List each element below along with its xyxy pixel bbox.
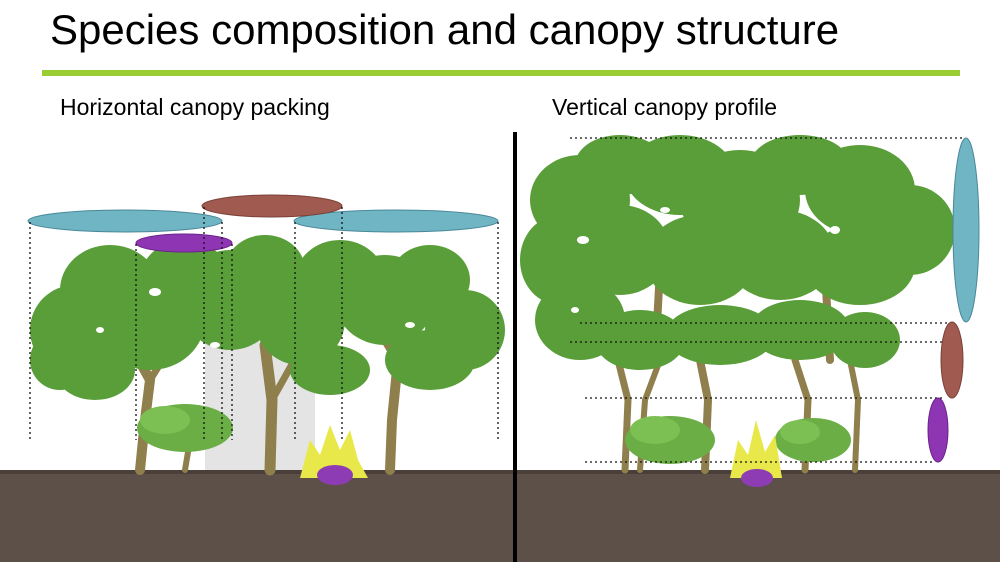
ground [0,470,1000,562]
left-panel-illustration [27,194,505,485]
slide-title: Species composition and canopy structure [50,6,840,53]
left-understory-shrub [137,404,233,452]
right-strata-lines [570,137,965,463]
right-flowering-shrub [730,420,782,487]
left-panel-subtitle: Horizontal canopy packing [60,94,330,120]
left-foliage [30,235,505,400]
panel-divider [513,132,517,562]
left-projection-lines [29,207,499,440]
right-foliage-gaps [571,207,840,313]
right-panel-illustration [520,135,980,487]
teal-crown-projection-left [27,209,223,233]
right-panel-subtitle: Vertical canopy profile [552,94,778,120]
brown-crown-projection [201,194,343,218]
left-flowering-shrub [300,425,368,485]
ground-edge [0,470,1000,474]
right-foliage [520,135,955,370]
purple-crown-projection [135,233,233,253]
left-foliage-gaps [96,288,415,348]
brown-stratum [940,321,964,399]
teal-stratum [952,137,980,323]
purple-stratum [927,397,949,463]
right-understory-shrubs [625,416,851,464]
title-underline [42,70,960,76]
teal-crown-projection-right [293,209,499,233]
